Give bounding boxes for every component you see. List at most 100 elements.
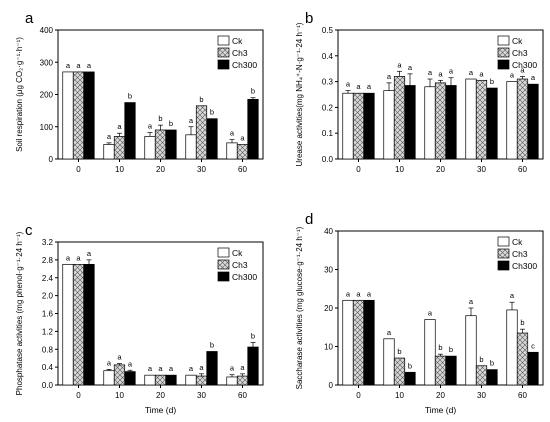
bar-ch3 (352, 92, 365, 160)
bar-ch3 (236, 375, 249, 386)
panel-label: d (305, 211, 313, 228)
panel-label: a (25, 10, 34, 27)
legend-label-ck: Ck (512, 36, 523, 46)
significance-letter: a (469, 297, 474, 306)
significance-letter: a (87, 61, 92, 70)
significance-letter: b (397, 347, 401, 356)
bar-ck (103, 144, 115, 160)
y-tick-label: 3.2 (42, 238, 54, 247)
significance-letter: a (230, 129, 235, 138)
bar-ch300 (247, 346, 259, 386)
significance-letter: b (408, 361, 412, 370)
bar-ch300 (206, 118, 218, 160)
y-axis-label: Saccharase activities (mg glucose·g⁻¹·24… (295, 226, 304, 389)
bar-ch3 (154, 129, 167, 160)
x-tick-label: 60 (518, 391, 527, 400)
x-tick-label: 0 (76, 165, 81, 174)
bar-ch300 (445, 355, 457, 386)
y-tick-label: 10 (324, 343, 333, 352)
bar-ch3 (516, 78, 529, 160)
legend-swatch-ch300 (217, 59, 230, 70)
bar-ch300 (83, 71, 95, 160)
significance-letter: a (148, 122, 153, 131)
significance-letter: a (240, 133, 245, 142)
bar-ch3 (72, 71, 85, 160)
legend-label-ch3: Ch3 (232, 260, 248, 270)
y-tick-label: 40 (324, 227, 333, 236)
bar-ch3 (154, 374, 167, 386)
bar-ch300 (247, 98, 259, 160)
significance-letter: a (531, 73, 536, 82)
significance-letter: a (367, 82, 372, 91)
bar-ch300 (445, 85, 457, 160)
y-tick-label: 0.1 (322, 129, 334, 138)
significance-letter: a (510, 71, 515, 80)
y-axis-label: Soil respiration (μg CO₂·g⁻¹·h⁻¹) (15, 37, 24, 152)
bar-ch3 (236, 144, 249, 160)
significance-letter: a (387, 72, 392, 81)
significance-letter: a (66, 253, 71, 262)
y-tick-label: 0.4 (322, 52, 334, 61)
significance-letter: b (449, 345, 453, 354)
bar-ch300 (404, 85, 416, 160)
significance-letter: a (510, 291, 515, 300)
significance-letter: a (117, 353, 122, 362)
significance-letter: a (189, 116, 194, 125)
y-tick-label: 2.8 (42, 256, 54, 265)
bar-ch300 (165, 129, 177, 160)
bar-ck (185, 134, 197, 160)
x-axis-label: Time (d) (145, 405, 176, 415)
y-axis-label: Urease activities(mg NH₄⁺-N·g⁻¹·24 h⁻¹) (295, 22, 304, 166)
bar-ch300 (124, 371, 136, 386)
bar-ck (424, 86, 436, 160)
bar-ch3 (434, 355, 447, 386)
x-tick-label: 60 (238, 165, 247, 174)
bar-ch300 (363, 299, 375, 386)
significance-letter: a (428, 309, 433, 318)
significance-letter: a (438, 69, 443, 78)
bar-ck (342, 299, 354, 386)
significance-letter: b (490, 77, 494, 86)
significance-letter: a (128, 359, 133, 368)
significance-letter: c (531, 341, 535, 350)
significance-letter: a (107, 358, 112, 367)
legend-swatch-ck (497, 35, 510, 46)
y-tick-label: 100 (40, 123, 54, 132)
bar-ch3 (393, 357, 406, 386)
x-tick-label: 60 (238, 391, 247, 400)
x-tick-label: 0 (76, 391, 81, 400)
legend-swatch-ck (217, 35, 230, 46)
legend-label-ch3: Ch3 (512, 249, 528, 259)
bar-ch300 (363, 92, 375, 160)
bar-ch300 (165, 374, 177, 386)
x-tick-label: 30 (197, 391, 206, 400)
legend-swatch-ck (497, 236, 510, 247)
legend-label-ck: Ck (232, 36, 243, 46)
significance-letter: a (356, 289, 361, 298)
significance-letter: b (251, 332, 255, 341)
legend-label-ch3: Ch3 (232, 48, 248, 58)
significance-letter: b (158, 114, 162, 123)
y-tick-label: 20 (324, 304, 333, 313)
significance-letter: a (346, 80, 351, 89)
y-tick-label: 0.5 (322, 26, 334, 35)
y-tick-label: 2.4 (42, 274, 54, 283)
bar-ch3 (393, 76, 406, 160)
bar-ch3 (475, 365, 488, 386)
significance-letter: b (490, 359, 494, 368)
significance-letter: a (367, 289, 372, 298)
y-tick-label: 0.4 (42, 363, 54, 372)
y-axis-label: Phosphatase activities (mg phenol·g⁻¹·24… (15, 231, 24, 395)
x-axis-label: Time (d) (425, 405, 456, 415)
legend-label-ck: Ck (512, 237, 523, 247)
x-tick-label: 10 (395, 391, 404, 400)
legend-label-ch300: Ch300 (512, 60, 537, 70)
y-tick-label: 1.6 (42, 310, 54, 319)
significance-letter: b (128, 92, 132, 101)
y-tick-label: 0.8 (42, 345, 54, 354)
significance-letter: b (438, 343, 442, 352)
bar-ck (383, 338, 395, 386)
bar-ck (506, 309, 518, 386)
